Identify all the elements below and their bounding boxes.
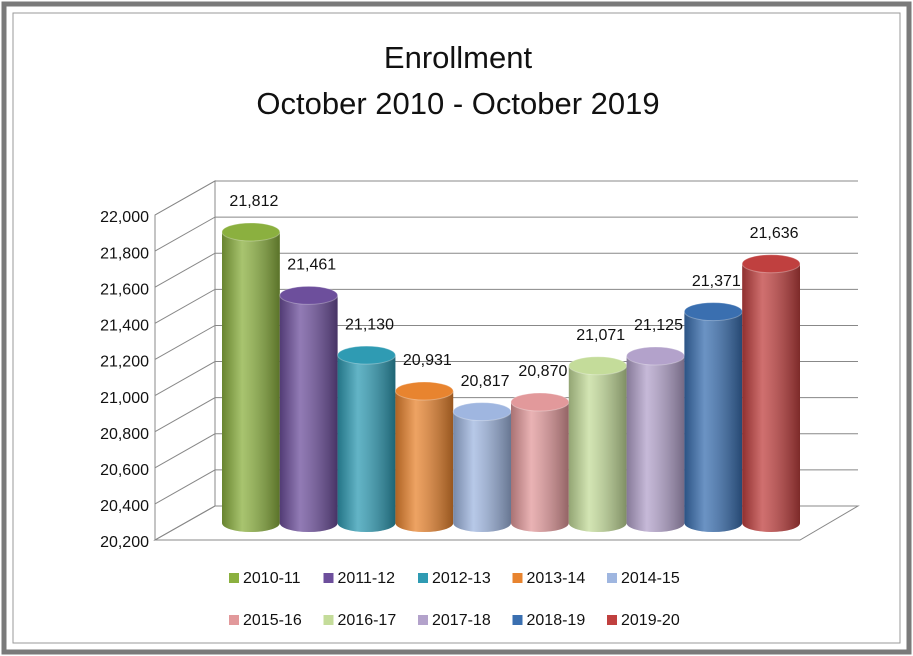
data-label: 21,636 bbox=[750, 225, 799, 242]
y-tick-label: 21,600 bbox=[100, 281, 149, 298]
bar-top bbox=[452, 402, 512, 422]
inner-frame bbox=[12, 12, 901, 644]
data-label: 21,371 bbox=[692, 273, 741, 290]
legend-label: 2010-11 bbox=[243, 570, 301, 587]
y-tick-label: 21,000 bbox=[100, 390, 149, 407]
bar-shade bbox=[511, 402, 569, 532]
bar-top bbox=[337, 345, 396, 365]
y-tick-label: 22,000 bbox=[100, 209, 149, 226]
bar bbox=[452, 402, 512, 532]
bar-shade bbox=[453, 411, 511, 532]
y-tick-label: 21,400 bbox=[100, 318, 149, 335]
grid-line bbox=[154, 288, 858, 324]
bar bbox=[568, 356, 628, 532]
legend-label: 2015-16 bbox=[243, 612, 302, 629]
data-label: 20,870 bbox=[518, 363, 567, 380]
legend-label: 2017-18 bbox=[432, 612, 491, 629]
legend-swatch bbox=[418, 573, 428, 583]
legend-label: 2014-15 bbox=[621, 570, 680, 587]
grid-line bbox=[154, 252, 858, 288]
y-tick-label: 20,600 bbox=[100, 462, 149, 479]
legend-swatch bbox=[512, 573, 523, 583]
bar-top bbox=[683, 302, 743, 322]
data-label: 21,130 bbox=[345, 316, 394, 333]
y-tick-label: 20,400 bbox=[100, 498, 149, 515]
bar-shade bbox=[337, 355, 396, 532]
bar bbox=[510, 392, 570, 532]
bar-shade bbox=[742, 263, 800, 532]
bar-shade bbox=[395, 391, 454, 532]
chart-subtitle: October 2010 - October 2019 bbox=[256, 86, 659, 121]
legend-swatch bbox=[418, 615, 428, 625]
legend-swatch bbox=[229, 573, 239, 583]
legend-label: 2016-17 bbox=[338, 612, 397, 629]
y-tick-label: 20,800 bbox=[100, 426, 149, 443]
bar-top bbox=[568, 356, 628, 376]
bar bbox=[741, 254, 801, 532]
bar-top bbox=[221, 222, 281, 242]
data-label: 20,931 bbox=[403, 352, 452, 369]
legend-label: 2019-20 bbox=[621, 612, 680, 629]
bar-shade bbox=[568, 365, 627, 532]
legend-label: 2013-14 bbox=[527, 570, 586, 587]
bar bbox=[683, 302, 743, 532]
bar-top bbox=[626, 346, 685, 366]
legend-swatch bbox=[229, 615, 239, 625]
data-label: 21,461 bbox=[287, 257, 336, 274]
data-label: 21,071 bbox=[576, 327, 625, 344]
grid-line bbox=[154, 180, 858, 216]
bar bbox=[626, 346, 685, 532]
legend-swatch bbox=[323, 573, 334, 583]
bar-shade bbox=[684, 311, 743, 532]
legend-label: 2011-12 bbox=[338, 570, 396, 587]
data-label: 20,817 bbox=[461, 373, 510, 390]
legend-label: 2012-13 bbox=[432, 570, 491, 587]
y-tick-label: 20,200 bbox=[100, 534, 149, 551]
legend-swatch bbox=[323, 615, 334, 625]
bar-top bbox=[279, 285, 339, 305]
bar-top bbox=[394, 381, 454, 401]
legend-label: 2018-19 bbox=[527, 612, 586, 629]
bar bbox=[221, 222, 281, 532]
data-label: 21,812 bbox=[229, 193, 278, 210]
bar bbox=[394, 381, 454, 532]
bar-top bbox=[510, 392, 570, 412]
chart-title: Enrollment bbox=[384, 40, 533, 75]
legend-swatch bbox=[512, 615, 523, 625]
bar-shade bbox=[626, 355, 685, 532]
bar bbox=[279, 285, 339, 532]
grid-line bbox=[154, 324, 858, 360]
bar bbox=[337, 345, 396, 532]
bar-shade bbox=[222, 231, 280, 532]
bar-shade bbox=[279, 295, 338, 532]
bar-top bbox=[741, 254, 801, 274]
grid-line bbox=[154, 216, 858, 252]
y-tick-label: 21,800 bbox=[100, 245, 149, 262]
legend-swatch bbox=[607, 615, 617, 625]
data-label: 21,125 bbox=[634, 317, 683, 334]
legend-swatch bbox=[607, 573, 617, 583]
y-tick-label: 21,200 bbox=[100, 354, 149, 371]
